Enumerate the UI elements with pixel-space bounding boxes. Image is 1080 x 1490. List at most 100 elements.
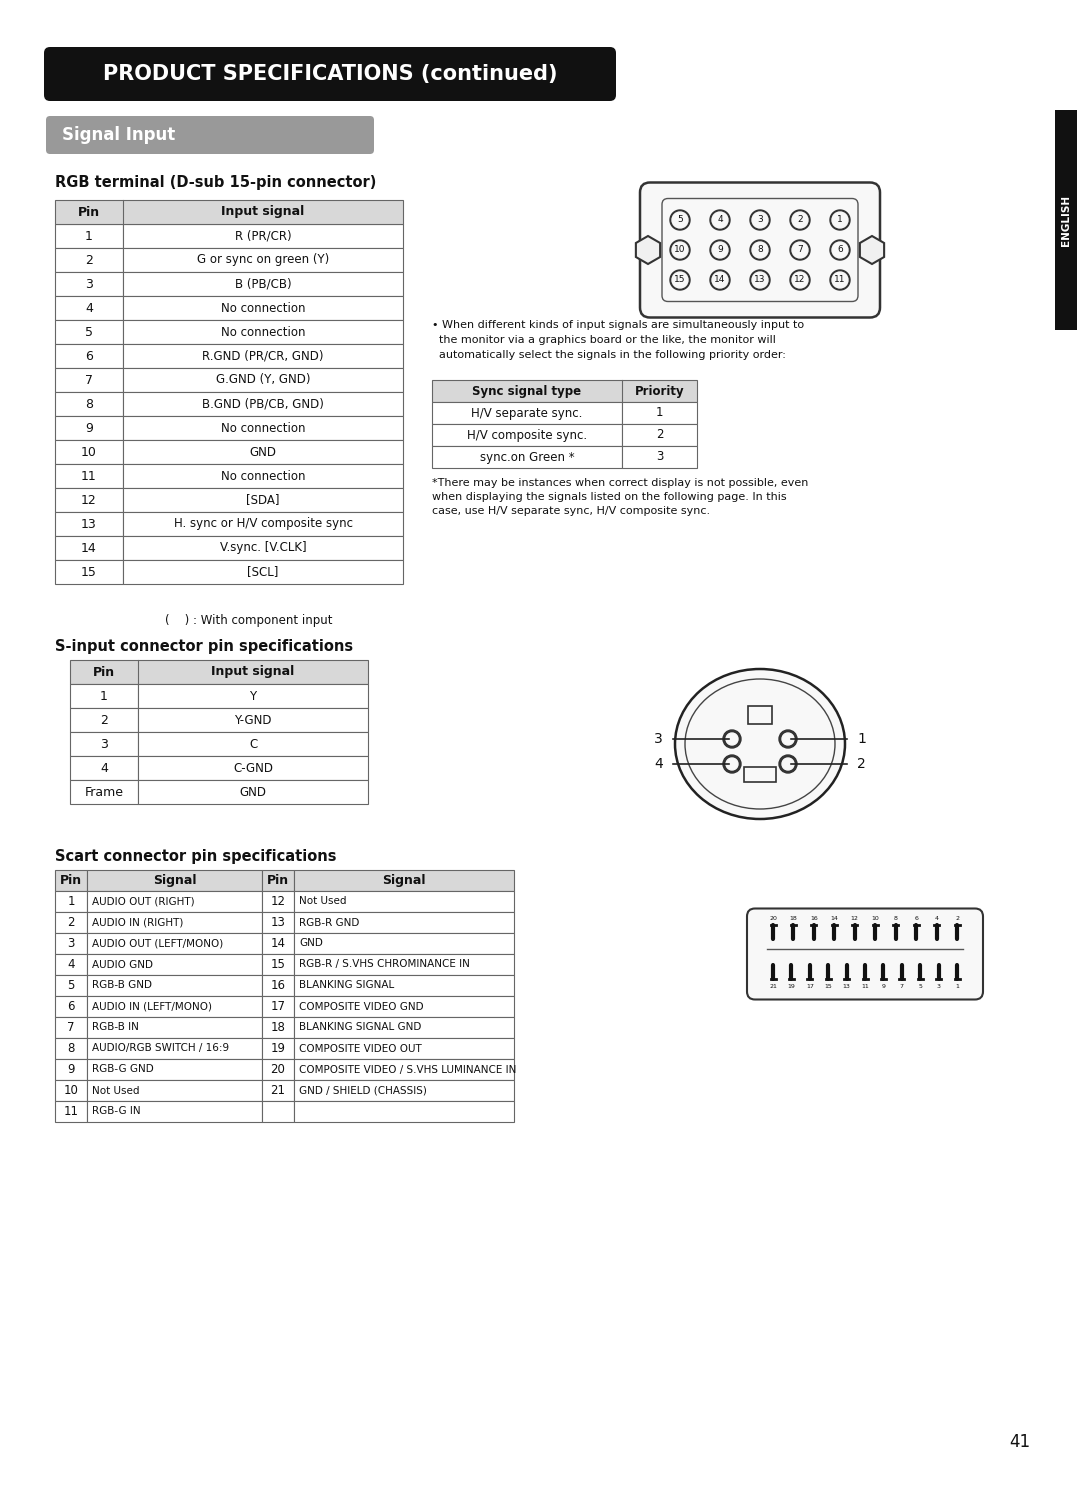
Text: 9: 9 — [717, 246, 723, 255]
Text: Y: Y — [249, 690, 257, 702]
Bar — [55, 416, 123, 440]
Text: sync.on Green *: sync.on Green * — [480, 450, 575, 463]
Text: 14: 14 — [714, 276, 726, 285]
Ellipse shape — [675, 669, 845, 820]
Bar — [87, 870, 262, 891]
FancyBboxPatch shape — [44, 48, 616, 101]
Text: H/V composite sync.: H/V composite sync. — [467, 429, 588, 441]
Bar — [55, 1101, 87, 1122]
Text: AUDIO OUT (RIGHT): AUDIO OUT (RIGHT) — [92, 897, 194, 906]
Text: the monitor via a graphics board or the like, the monitor will: the monitor via a graphics board or the … — [432, 335, 775, 346]
Bar — [55, 870, 87, 891]
Text: 4: 4 — [67, 958, 75, 971]
Text: 4: 4 — [85, 301, 93, 314]
Bar — [55, 200, 403, 224]
Text: GND / SHIELD (CHASSIS): GND / SHIELD (CHASSIS) — [299, 1086, 427, 1095]
Bar — [70, 779, 138, 805]
Text: 15: 15 — [824, 983, 832, 988]
Bar — [123, 297, 403, 320]
Text: 9: 9 — [881, 983, 886, 988]
Text: 8: 8 — [894, 915, 897, 921]
Text: Signal Input: Signal Input — [62, 127, 175, 145]
Text: RGB-R / S.VHS CHROMINANCE IN: RGB-R / S.VHS CHROMINANCE IN — [299, 960, 470, 970]
Bar — [123, 247, 403, 273]
Text: 2: 2 — [85, 253, 93, 267]
Circle shape — [670, 240, 690, 259]
Text: automatically select the signals in the following priority order:: automatically select the signals in the … — [432, 350, 786, 361]
Bar — [70, 755, 138, 779]
Text: Input signal: Input signal — [221, 206, 305, 219]
Bar — [55, 463, 123, 489]
Text: RGB terminal (D-sub 15-pin connector): RGB terminal (D-sub 15-pin connector) — [55, 176, 376, 191]
Bar — [87, 995, 262, 1018]
Text: 1: 1 — [100, 690, 108, 702]
Bar — [55, 954, 87, 974]
Bar — [55, 1018, 87, 1039]
Bar — [55, 891, 87, 912]
Text: when displaying the signals listed on the following page. In this: when displaying the signals listed on th… — [432, 492, 786, 502]
Bar — [55, 1080, 87, 1101]
Text: 3: 3 — [100, 738, 108, 751]
Text: C: C — [248, 738, 257, 751]
Text: RGB-G GND: RGB-G GND — [92, 1064, 153, 1074]
Circle shape — [779, 755, 797, 773]
Text: 19: 19 — [270, 1042, 285, 1055]
Circle shape — [726, 733, 738, 745]
Text: PRODUCT SPECIFICATIONS (continued): PRODUCT SPECIFICATIONS (continued) — [103, 64, 557, 83]
Bar — [55, 560, 123, 584]
Bar — [87, 1018, 262, 1039]
Text: 3: 3 — [67, 937, 75, 951]
Text: 1: 1 — [85, 229, 93, 243]
Bar — [70, 708, 138, 732]
Circle shape — [750, 210, 770, 229]
Text: No connection: No connection — [220, 325, 306, 338]
Bar — [123, 368, 403, 392]
Text: 12: 12 — [81, 493, 97, 507]
Bar — [262, 1039, 294, 1059]
Text: 5: 5 — [85, 325, 93, 338]
Bar — [294, 891, 514, 912]
Text: GND: GND — [240, 785, 267, 799]
Text: *There may be instances when correct display is not possible, even: *There may be instances when correct dis… — [432, 478, 808, 489]
Text: 2: 2 — [797, 216, 802, 225]
Bar — [55, 1039, 87, 1059]
Bar — [432, 446, 622, 468]
Text: 6: 6 — [914, 915, 918, 921]
Text: 4: 4 — [717, 216, 723, 225]
Text: 14: 14 — [81, 541, 97, 554]
Text: 1: 1 — [837, 216, 842, 225]
Text: Pin: Pin — [93, 666, 116, 678]
Text: RGB-G IN: RGB-G IN — [92, 1107, 140, 1116]
Text: Pin: Pin — [78, 206, 100, 219]
Text: 20: 20 — [769, 915, 777, 921]
Bar — [55, 392, 123, 416]
Bar — [294, 933, 514, 954]
Bar — [262, 954, 294, 974]
Text: Priority: Priority — [635, 384, 685, 398]
Text: 4: 4 — [100, 761, 108, 775]
Bar — [622, 402, 697, 425]
Text: 16: 16 — [270, 979, 285, 992]
Circle shape — [752, 273, 768, 288]
Text: 13: 13 — [754, 276, 766, 285]
Bar — [138, 684, 368, 708]
Text: 8: 8 — [757, 246, 762, 255]
Text: 5: 5 — [67, 979, 75, 992]
Bar — [123, 416, 403, 440]
Circle shape — [712, 212, 728, 228]
Bar — [55, 489, 123, 513]
Bar — [87, 1039, 262, 1059]
Text: [SDA]: [SDA] — [246, 493, 280, 507]
Text: 6: 6 — [837, 246, 842, 255]
Bar — [55, 320, 123, 344]
Bar — [294, 995, 514, 1018]
Text: 6: 6 — [67, 1000, 75, 1013]
Text: Sync signal type: Sync signal type — [472, 384, 581, 398]
Bar — [55, 247, 123, 273]
Bar — [55, 224, 123, 247]
Text: V.sync. [V.CLK]: V.sync. [V.CLK] — [219, 541, 307, 554]
Text: 15: 15 — [81, 566, 97, 578]
Bar — [294, 974, 514, 995]
Text: 10: 10 — [64, 1085, 79, 1097]
Bar — [262, 933, 294, 954]
